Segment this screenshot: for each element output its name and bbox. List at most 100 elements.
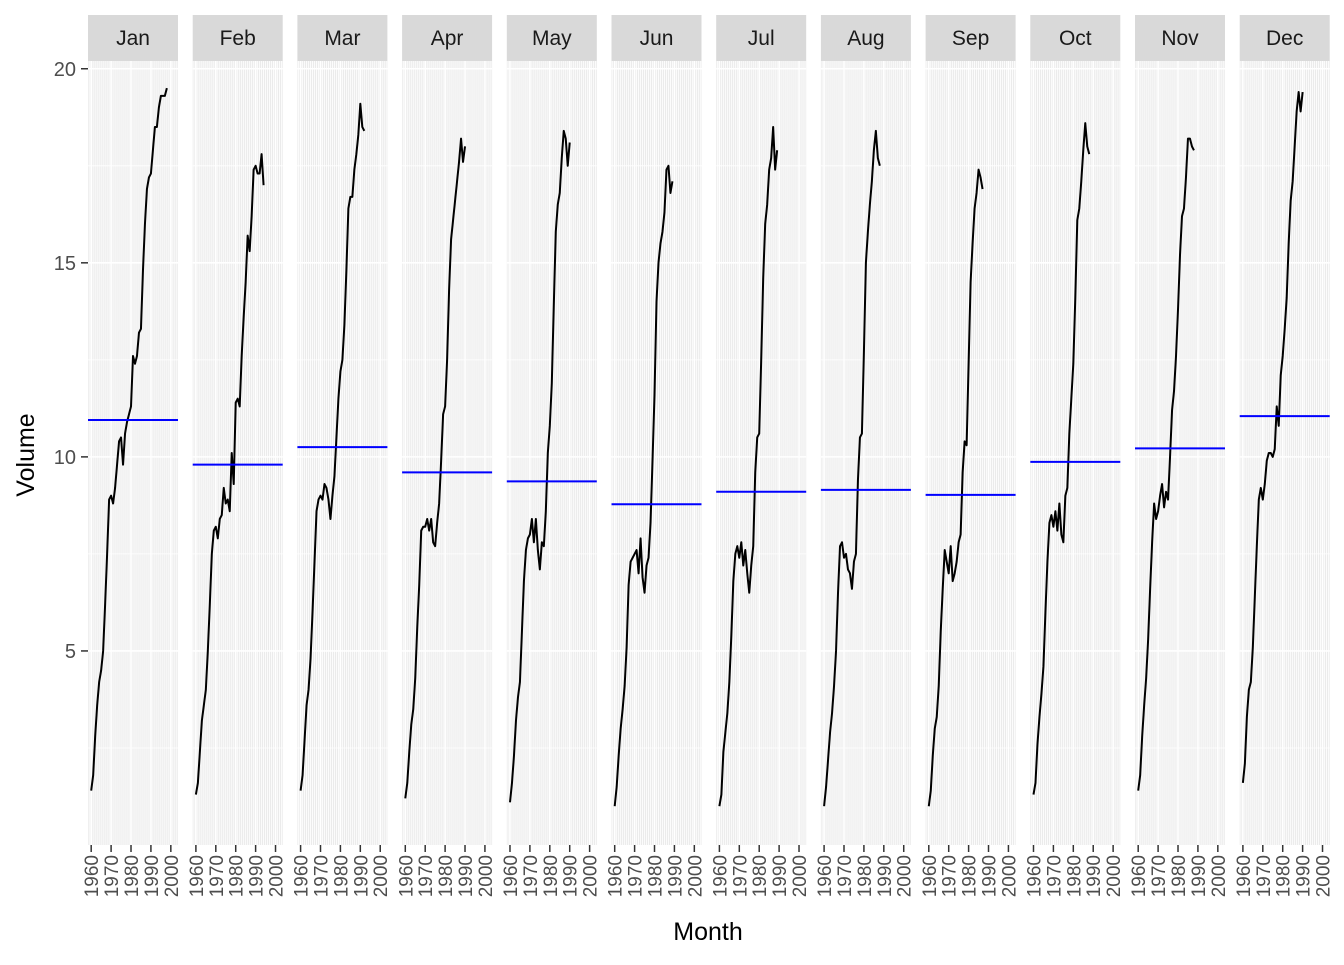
- facet-strip: [611, 15, 702, 61]
- facet-strip-label: Nov: [1161, 27, 1199, 50]
- x-tick-label: 1980: [646, 855, 667, 897]
- x-tick-label: 1980: [436, 855, 457, 897]
- x-tick-label: 2000: [476, 855, 497, 897]
- x-tick-label: 1980: [960, 855, 981, 897]
- x-tick-label: 2000: [371, 855, 392, 897]
- series-line: [613, 164, 674, 807]
- x-tick-label: 1970: [207, 855, 228, 897]
- x-tick-label: 1970: [102, 855, 123, 897]
- series-line: [1137, 137, 1195, 791]
- x-tick-label: 1990: [351, 855, 372, 897]
- x-tick-label: 2000: [267, 855, 288, 897]
- x-tick-label: 1970: [1254, 855, 1275, 897]
- y-tick-label: 10: [54, 447, 76, 469]
- series-line: [718, 125, 779, 807]
- x-tick-label: 1970: [730, 855, 751, 897]
- facet-strip: [402, 15, 493, 61]
- x-tick-label: 2000: [895, 855, 916, 897]
- facet-strip-label: Feb: [220, 27, 256, 50]
- x-tick-label: 1990: [875, 855, 896, 897]
- x-tick-label: 2000: [1314, 855, 1335, 897]
- x-axis-label: Month: [673, 918, 742, 946]
- x-tick-label: 1990: [247, 855, 268, 897]
- x-tick-label: 1960: [292, 855, 313, 897]
- facet-strip-label: Apr: [431, 27, 464, 50]
- series-line: [299, 102, 366, 791]
- x-tick-label: 2000: [581, 855, 602, 897]
- x-tick-label: 1990: [980, 855, 1001, 897]
- y-axis: 5 10 15 20: [54, 59, 88, 663]
- facet-strip: [192, 15, 283, 61]
- y-axis-label: Volume: [12, 413, 40, 496]
- y-tick-label: 5: [65, 641, 76, 663]
- x-tick-label: 1990: [1189, 855, 1210, 897]
- series-line: [404, 137, 467, 799]
- x-tick-label: 1980: [227, 855, 248, 897]
- x-tick-label: 1990: [456, 855, 477, 897]
- x-tick-label: 1990: [142, 855, 163, 897]
- facet-strip: [925, 15, 1016, 61]
- x-tick-label: 1980: [750, 855, 771, 897]
- x-tick-label: 2000: [790, 855, 811, 897]
- x-tick-label: 1970: [311, 855, 332, 897]
- y-tick-label: 15: [54, 253, 76, 275]
- x-tick-label: 1980: [122, 855, 143, 897]
- x-tick-label: 1980: [1274, 855, 1295, 897]
- x-tick-label: 1960: [1234, 855, 1255, 897]
- x-tick-label: 1970: [1149, 855, 1170, 897]
- series-line: [194, 153, 265, 795]
- series-line: [823, 129, 881, 807]
- facet-strip-label: May: [532, 27, 572, 50]
- facet-strip-label: Aug: [847, 27, 884, 50]
- x-tick-label: 1970: [1044, 855, 1065, 897]
- x-tick-label: 1960: [606, 855, 627, 897]
- facet-strip: [88, 15, 178, 61]
- y-tick-label: 20: [54, 59, 76, 81]
- series-line: [508, 129, 571, 803]
- facet-strip: [297, 15, 388, 61]
- series-line: [1032, 122, 1091, 795]
- x-tick-label: 2000: [685, 855, 706, 897]
- facet-strip: [1135, 15, 1225, 61]
- facet-strip: [716, 15, 807, 61]
- x-tick-label: 2000: [162, 855, 183, 897]
- x-tick-label: 1980: [1169, 855, 1190, 897]
- facet-strip-label: Sep: [952, 27, 989, 50]
- x-tick-label: 1980: [541, 855, 562, 897]
- x-tick-label: 1970: [835, 855, 856, 897]
- series-line: [927, 168, 984, 807]
- x-tick-label: 1970: [940, 855, 961, 897]
- x-tick-label: 1970: [521, 855, 542, 897]
- facet-strip: [820, 15, 911, 61]
- x-tick-label: 1960: [501, 855, 522, 897]
- x-tick-label: 1970: [416, 855, 437, 897]
- x-tick-label: 1960: [396, 855, 417, 897]
- x-tick-label: 2000: [999, 855, 1020, 897]
- x-tick-label: 1960: [920, 855, 941, 897]
- x-tick-label: 1980: [1064, 855, 1085, 897]
- x-tick-label: 1960: [82, 855, 103, 897]
- series-line: [90, 87, 168, 791]
- facet-strip-label: Dec: [1266, 27, 1303, 50]
- facet-strip-label: Jan: [116, 27, 150, 50]
- facet-panels: Jan19601970198019902000Feb19601970198019…: [82, 15, 1335, 897]
- x-tick-label: 1990: [665, 855, 686, 897]
- x-tick-label: 2000: [1104, 855, 1125, 897]
- x-tick-label: 1980: [331, 855, 352, 897]
- x-tick-label: 1990: [1084, 855, 1105, 897]
- x-tick-label: 1960: [187, 855, 208, 897]
- facet-strip-label: Oct: [1059, 27, 1092, 50]
- facet-strip: [1030, 15, 1121, 61]
